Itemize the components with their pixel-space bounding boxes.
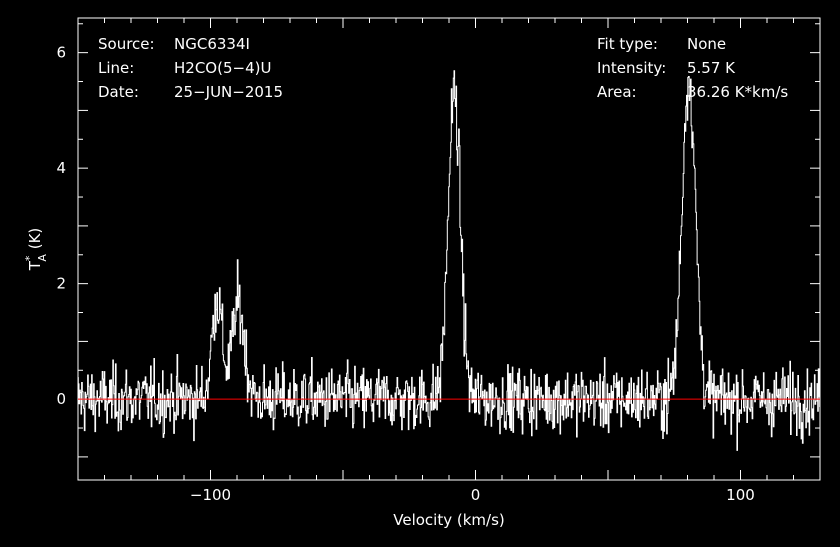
spectrum-trace [77,70,821,451]
y-tick-label: 4 [56,159,66,177]
x-tick-label: −100 [190,486,231,504]
line-value: H2CO(5−4)U [174,59,272,77]
area-row: Area: 36.26 K*km/s [597,80,788,104]
intensity-row: Intensity: 5.57 K [597,56,788,80]
date-value: 25−JUN−2015 [174,83,284,101]
y-axis-label: T*A (K) [23,228,49,272]
fit-info-block: Fit type: None Intensity: 5.57 K Area: 36.2… [597,32,788,104]
fit-type-row: Fit type: None [597,32,788,56]
y-tick-label: 2 [56,275,66,293]
source-info-block: Source: NGC6334I Line: H2CO(5−4)U Date: 25−… [98,32,283,104]
y-tick-label: 6 [56,44,66,62]
fit-type-value: None [687,35,727,53]
source-row: Source: NGC6334I [98,32,283,56]
x-axis-label: Velocity (km/s) [393,511,504,529]
source-value: NGC6334I [174,35,250,53]
y-tick-label: 0 [56,390,66,408]
fit-type-key: Fit type: [597,35,658,53]
line-key: Line: [98,59,135,77]
intensity-value: 5.57 K [687,59,736,77]
area-value: 36.26 K*km/s [687,83,789,101]
x-tick-label: 100 [726,486,755,504]
x-tick-label: 0 [471,486,481,504]
source-key: Source: [98,35,155,53]
line-row: Line: H2CO(5−4)U [98,56,283,80]
intensity-key: Intensity: [597,59,667,77]
date-row: Date: 25−JUN−2015 [98,80,283,104]
area-key: Area: [597,83,637,101]
date-key: Date: [98,83,139,101]
